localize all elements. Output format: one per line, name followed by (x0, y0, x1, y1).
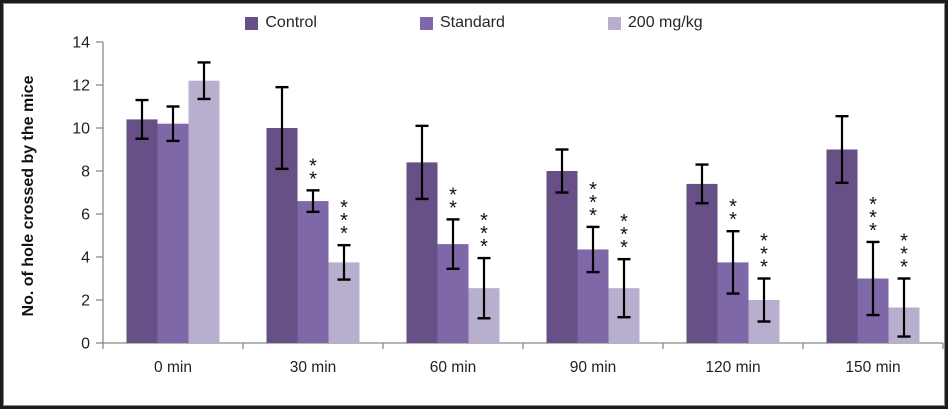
x-category-label: 0 min (154, 359, 192, 376)
x-category-label: 150 min (845, 359, 900, 376)
significance-asterisk: * (340, 223, 348, 245)
bar (126, 119, 158, 344)
y-tick-label: 4 (81, 250, 90, 267)
legend-label: Control (265, 14, 317, 31)
y-tick-label: 0 (81, 336, 90, 353)
significance-asterisk: * (589, 205, 597, 227)
significance-markers: *************************** (309, 155, 908, 278)
significance-asterisk: * (729, 196, 737, 218)
y-tick-label: 8 (81, 164, 90, 181)
bar (297, 201, 329, 343)
legend-label: Standard (439, 14, 505, 31)
significance-asterisk: * (900, 257, 908, 279)
significance-asterisk: * (620, 237, 628, 259)
significance-asterisk: * (869, 207, 877, 229)
significance-asterisk: * (340, 197, 348, 219)
significance-asterisk: * (589, 179, 597, 201)
x-category-label: 60 min (430, 359, 477, 376)
significance-asterisk: * (900, 244, 908, 266)
y-axis-title: No. of hole crossed by the mice (20, 75, 37, 316)
legend-chip (245, 16, 259, 30)
significance-asterisk: * (620, 224, 628, 246)
bar (546, 171, 578, 343)
significance-asterisk: * (760, 231, 768, 253)
significance-asterisk: * (449, 197, 457, 219)
legend-chip (607, 16, 621, 30)
significance-asterisk: * (729, 209, 737, 231)
significance-asterisk: * (900, 231, 908, 253)
bars (126, 80, 920, 344)
significance-asterisk: * (309, 168, 317, 190)
error-bars (135, 61, 911, 338)
significance-asterisk: * (620, 211, 628, 233)
chart-legend: Control Standard 200 mg/kg (0, 15, 948, 31)
x-category-label: 30 min (290, 359, 337, 376)
significance-asterisk: * (760, 257, 768, 279)
significance-asterisk: * (309, 155, 317, 177)
significance-asterisk: * (589, 192, 597, 214)
legend-chip (419, 16, 433, 30)
significance-asterisk: * (449, 184, 457, 206)
bar (188, 80, 220, 343)
significance-asterisk: * (869, 220, 877, 242)
axes (96, 41, 944, 349)
significance-asterisk: * (760, 244, 768, 266)
y-tick-label: 6 (81, 207, 90, 224)
y-tick-label: 14 (72, 35, 90, 52)
y-tick-label: 2 (81, 293, 90, 310)
legend-label: 200 mg/kg (627, 14, 703, 31)
significance-asterisk: * (340, 210, 348, 232)
y-tick-label: 10 (72, 121, 90, 138)
axis-labels: 0 2 4 6 8 10 12 14 0 min 30 min 60 min 90 min 120 mi… (72, 35, 900, 377)
bar (157, 123, 189, 343)
significance-asterisk: * (480, 223, 488, 245)
bar (686, 183, 718, 343)
significance-asterisk: * (480, 210, 488, 232)
legend-item-200-mg-kg: 200 mg/kg (607, 14, 703, 31)
x-category-label: 120 min (705, 359, 760, 376)
legend-item-standard: Standard (419, 14, 505, 31)
significance-asterisk: * (480, 236, 488, 258)
x-category-label: 90 min (570, 359, 617, 376)
significance-asterisk: * (869, 194, 877, 216)
legend-item-control: Control (245, 15, 317, 31)
y-tick-label: 12 (72, 78, 90, 95)
